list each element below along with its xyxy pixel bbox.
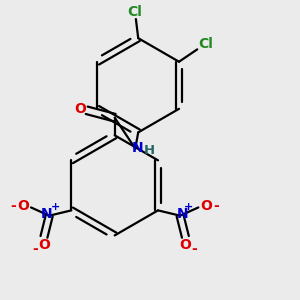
Text: O: O <box>39 238 50 251</box>
Text: -: - <box>11 199 16 213</box>
Text: O: O <box>179 238 191 251</box>
Text: +: + <box>184 202 194 212</box>
Text: Cl: Cl <box>128 5 142 19</box>
Text: H: H <box>144 144 155 158</box>
Text: N: N <box>131 141 143 155</box>
Text: O: O <box>74 102 86 116</box>
Text: O: O <box>17 199 29 213</box>
Text: Cl: Cl <box>198 38 213 51</box>
Text: -: - <box>191 242 197 256</box>
Text: N: N <box>177 207 188 221</box>
Text: O: O <box>200 199 212 213</box>
Text: -: - <box>32 242 38 256</box>
Text: N: N <box>41 207 53 221</box>
Text: +: + <box>50 202 60 212</box>
Text: -: - <box>213 199 219 213</box>
